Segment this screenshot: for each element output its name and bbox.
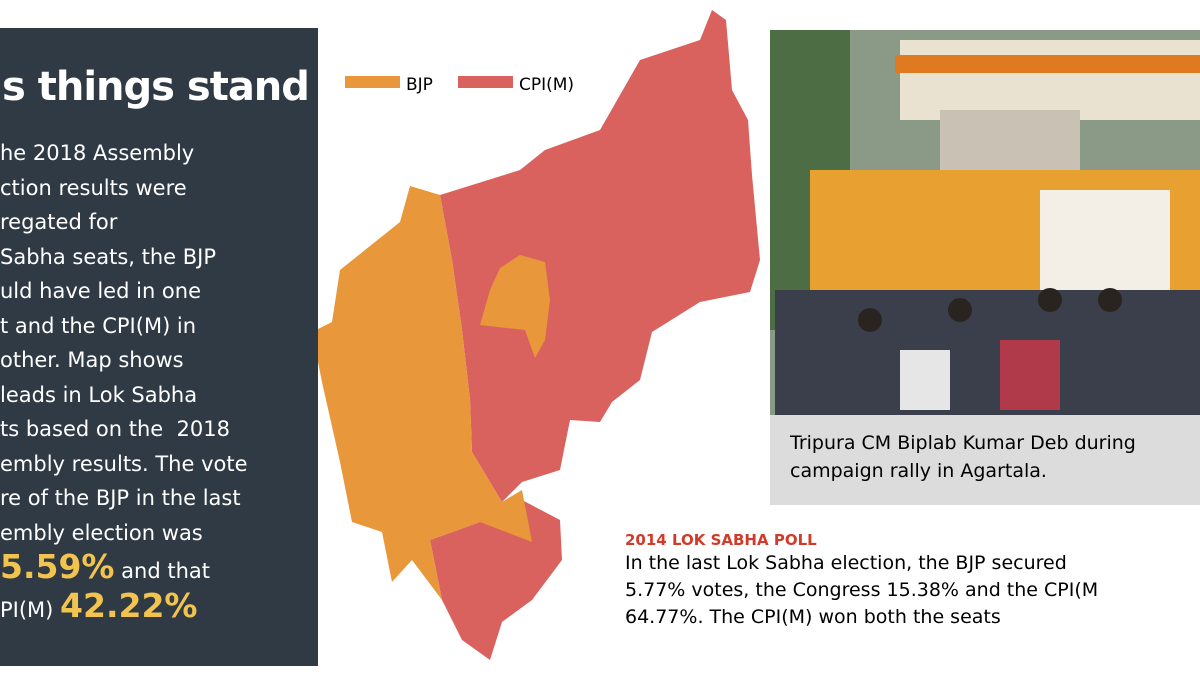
poll-text: In the last Lok Sabha election, the BJP …: [625, 550, 1098, 631]
legend-label: BJP: [406, 75, 433, 95]
cpim-region: [440, 10, 760, 502]
legend-swatch: [345, 76, 400, 88]
sidebar-line: PI(M) 42.22%: [0, 585, 248, 628]
sidebar-text: and that: [114, 559, 211, 583]
legend-label: CPI(M): [519, 75, 574, 95]
sidebar-line: t and the CPI(M) in: [0, 313, 197, 338]
sidebar-line: regated for: [0, 210, 118, 234]
poll-box: 2014 LOK SABHA POLL In the last Lok Sabha…: [625, 530, 1098, 631]
poll-line: In the last Lok Sabha election, the BJP …: [625, 552, 1067, 574]
sidebar-line: embly results. The vote: [0, 451, 248, 476]
poll-line: 5.77% votes, the Congress 15.38% and the…: [625, 579, 1099, 601]
sidebar-line: re of the BJP in the last: [0, 486, 241, 510]
sidebar-text: PI(M): [0, 597, 61, 622]
legend-swatch: [458, 76, 513, 88]
cpim-share: 42.22%: [60, 585, 198, 625]
sidebar-title: s things stand: [2, 64, 310, 110]
caption-line: Tripura CM Biplab Kumar Deb during: [790, 432, 1136, 454]
photo: [770, 30, 1200, 415]
bjp-region: [312, 186, 532, 600]
sidebar-line: he 2018 Assembly: [0, 141, 195, 165]
sidebar-line: 5.59% and that: [0, 547, 248, 589]
sidebar-line: embly election was: [0, 520, 203, 545]
sidebar-text: he 2018 Assembly ction results were regate…: [0, 136, 248, 627]
map: BJP CPI(M): [312, 10, 760, 660]
photo-caption: Tripura CM Biplab Kumar Deb during campa…: [770, 415, 1200, 505]
caption-line: campaign rally in Agartala.: [790, 460, 1047, 482]
sidebar-line: other. Map shows: [0, 348, 184, 372]
poll-line: 64.77%. The CPI(M) won both the seats: [625, 606, 1001, 628]
bjp-region: [480, 255, 550, 358]
sidebar-line: uld have led in one: [0, 279, 202, 303]
bjp-share: 5.59%: [0, 547, 115, 586]
sidebar: s things stand he 2018 Assembly ction res…: [0, 28, 318, 666]
sidebar-line: Sabha seats, the BJP: [0, 244, 217, 269]
sidebar-line: ts based on the 2018: [0, 417, 231, 441]
sidebar-line: ction results were: [0, 175, 187, 200]
poll-title: 2014 LOK SABHA POLL: [625, 531, 817, 549]
sidebar-line: leads in Lok Sabha: [0, 382, 198, 407]
